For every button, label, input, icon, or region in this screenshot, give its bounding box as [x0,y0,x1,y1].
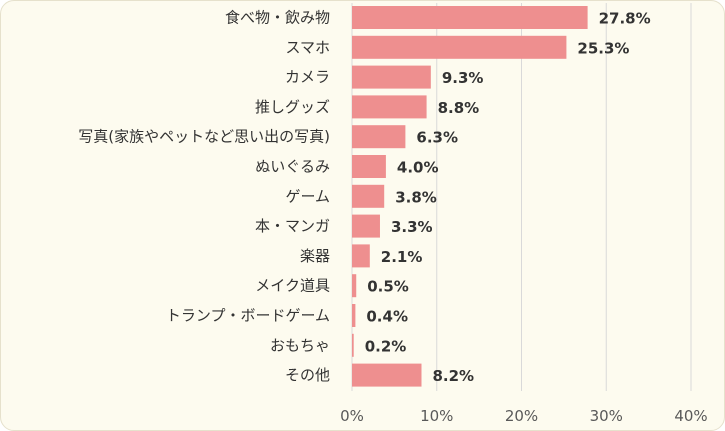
data-label: 9.3% [442,69,484,87]
category-label: ぬいぐるみ [255,158,330,176]
x-tick-label: 30% [590,407,623,425]
bar [352,95,427,119]
bar [352,125,406,149]
data-label: 6.3% [416,129,458,147]
data-label: 0.4% [366,308,408,326]
bar [352,304,356,327]
category-label: 本・マンガ [255,217,330,235]
data-label: 3.3% [391,218,433,236]
bar [352,333,354,357]
bar [352,363,422,387]
x-tick-label: 0% [340,407,364,425]
category-label: トランプ・ボードゲーム [166,307,330,325]
category-label: 楽器 [300,247,330,265]
bar [352,214,380,238]
x-axis-ticks: 0% 10% 20% 30% 40% [340,407,708,425]
data-label: 0.2% [365,337,407,355]
data-label: 2.1% [381,248,423,266]
data-label: 25.3% [577,39,629,57]
bars [352,6,588,387]
x-tick-label: 20% [505,407,538,425]
value-labels: 27.8% 25.3% 9.3% 8.8% 6.3% 4.0% 3.8% 3.3% 2.1% 0.… [365,10,651,386]
bar [352,6,588,29]
category-label: カメラ [285,68,330,86]
category-label: 写真(家族やペットなど思い出の写真) [78,128,330,146]
category-label: おもちゃ [270,336,330,354]
category-label: ゲーム [285,187,330,205]
category-label: メイク道具 [255,277,330,295]
data-label: 4.0% [397,159,439,177]
bar [352,65,431,89]
data-label: 27.8% [599,10,651,28]
bar [352,244,370,268]
x-tick-label: 10% [420,407,453,425]
data-label: 0.5% [367,278,409,296]
bar [352,35,567,59]
bar [352,155,386,178]
category-label: スマホ [285,38,330,56]
category-label: 推しグッズ [255,98,330,116]
category-label: 食べ物・飲み物 [225,9,330,27]
data-label: 8.8% [438,99,480,117]
category-label: その他 [285,366,330,384]
x-tick-label: 40% [674,407,707,425]
bar [352,184,385,208]
data-label: 3.8% [395,188,437,206]
bar [352,274,357,298]
data-label: 8.2% [432,367,474,385]
